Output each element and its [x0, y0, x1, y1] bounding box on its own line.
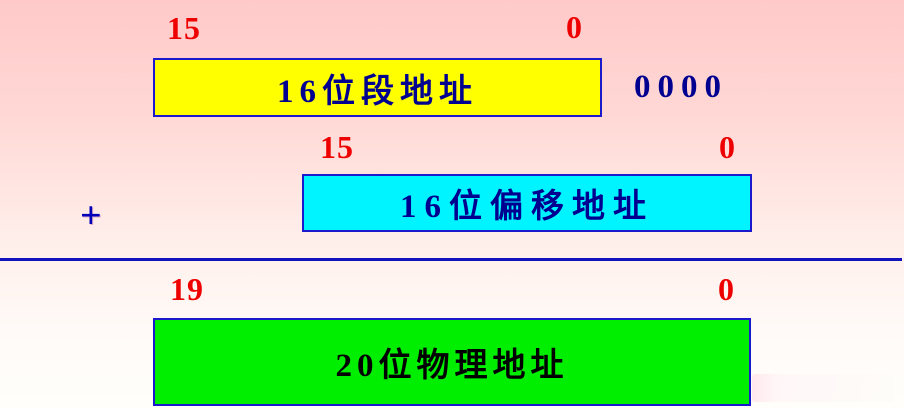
sum-divider-line	[0, 258, 902, 261]
offset-address-box: 16位偏移地址	[302, 174, 752, 232]
offset-low-bit-label: 0	[719, 129, 736, 165]
physical-low-bit-label: 0	[718, 271, 735, 307]
physical-address-label: 20位物理地址	[335, 348, 569, 384]
segment-address-label: 16位段地址	[277, 73, 478, 110]
segment-high-bit-label: 15	[167, 10, 201, 46]
offset-high-bit-label: 15	[320, 129, 354, 165]
offset-address-label: 16位偏移地址	[400, 189, 654, 225]
plus-operator: +	[80, 195, 102, 237]
segment-address-box: 16位段地址	[153, 58, 602, 117]
appended-zeros-label: 0000	[634, 69, 728, 105]
segment-low-bit-label: 0	[566, 9, 583, 45]
watermark-remnant	[752, 374, 894, 402]
physical-address-box: 20位物理地址	[153, 318, 751, 406]
physical-high-bit-label: 19	[170, 271, 204, 307]
